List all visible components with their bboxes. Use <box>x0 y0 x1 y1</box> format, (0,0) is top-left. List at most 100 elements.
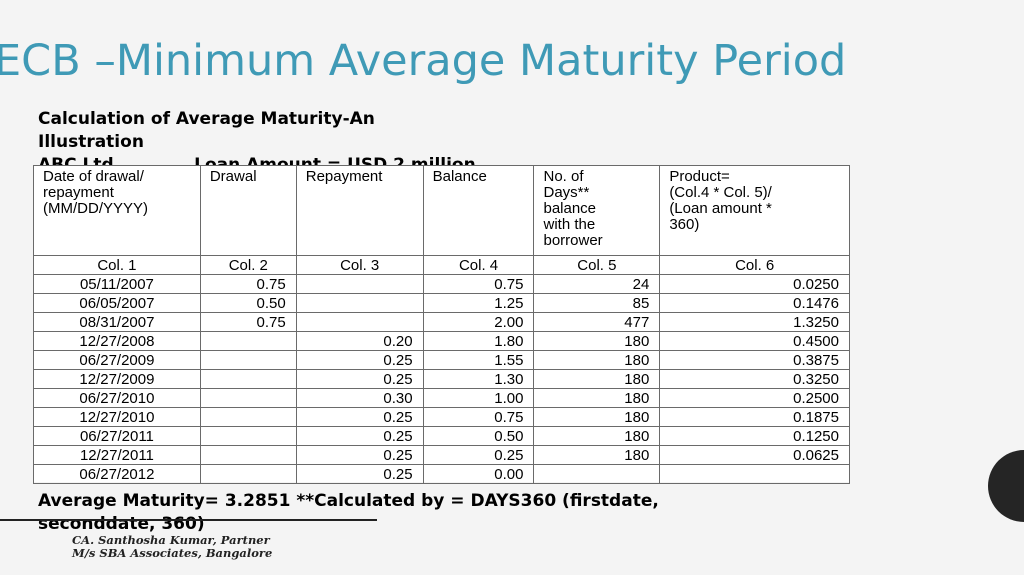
table-row: 12/27/2011 0.25 0.25 180 0.0625 <box>33 445 850 465</box>
table-cell: 05/11/2007 <box>33 274 201 294</box>
table-cell: 0.20 <box>295 331 424 351</box>
footer-divider <box>0 519 377 521</box>
table-cell: 24 <box>533 274 661 294</box>
table-cell: 2.00 <box>422 312 535 332</box>
table-row: 06/05/2007 0.50 1.25 85 0.1476 <box>33 293 850 313</box>
table-row: 12/27/2009 0.25 1.30 180 0.3250 <box>33 369 850 389</box>
table-cell: 06/27/2009 <box>33 350 201 370</box>
table-cell <box>533 464 661 484</box>
table-cell: 0.25 <box>295 407 424 427</box>
table-row: 12/27/2010 0.25 0.75 180 0.1875 <box>33 407 850 427</box>
table-row: 06/27/2009 0.25 1.55 180 0.3875 <box>33 350 850 370</box>
average-maturity-note: Average Maturity= 3.2851 **Calculated by… <box>38 491 659 534</box>
table-row: 06/27/2012 0.25 0.00 <box>33 464 850 484</box>
table-row: 12/27/2008 0.20 1.80 180 0.4500 <box>33 331 850 351</box>
table-cell: 0.3875 <box>659 350 850 370</box>
column-number: Col. 1 <box>33 255 201 275</box>
table-cell: 08/31/2007 <box>33 312 201 332</box>
column-number-row: Col. 1 Col. 2 Col. 3 Col. 4 Col. 5 Col. 6 <box>33 255 850 275</box>
table-cell: 180 <box>533 426 661 446</box>
table-cell: 180 <box>533 445 661 465</box>
column-header: Date of drawal/ repayment (MM/DD/YYYY) <box>33 165 201 256</box>
table-cell: 06/27/2012 <box>33 464 201 484</box>
table-cell: 06/27/2010 <box>33 388 201 408</box>
table-row: 06/27/2010 0.30 1.00 180 0.2500 <box>33 388 850 408</box>
table-cell: 0.25 <box>295 464 424 484</box>
table-cell: 180 <box>533 350 661 370</box>
table-cell <box>199 445 297 465</box>
table-row: 05/11/2007 0.75 0.75 24 0.0250 <box>33 274 850 294</box>
table-cell: 0.1875 <box>659 407 850 427</box>
table-cell: 0.1476 <box>659 293 850 313</box>
column-header: Repayment <box>295 165 424 256</box>
table-cell <box>199 464 297 484</box>
credit-line-2: M/s SBA Associates, Bangalore <box>72 546 273 560</box>
table-cell <box>199 426 297 446</box>
decorative-circle <box>988 450 1024 522</box>
table-cell: 0.75 <box>199 312 297 332</box>
column-header: No. of Days** balance with the borrower <box>533 165 661 256</box>
table-cell: 180 <box>533 331 661 351</box>
table-cell: 0.75 <box>422 407 535 427</box>
table-cell <box>199 350 297 370</box>
table-cell: 0.25 <box>295 426 424 446</box>
column-header: Balance <box>422 165 535 256</box>
table-cell: 0.25 <box>295 350 424 370</box>
table-cell: 06/27/2011 <box>33 426 201 446</box>
column-number: Col. 6 <box>659 255 850 275</box>
subheading-line-2: Illustration <box>38 132 144 152</box>
table-cell: 0.75 <box>199 274 297 294</box>
table-cell: 180 <box>533 388 661 408</box>
table-cell: 0.4500 <box>659 331 850 351</box>
table-cell: 1.30 <box>422 369 535 389</box>
column-header: Product= (Col.4 * Col. 5)/ (Loan amount … <box>659 165 850 256</box>
table-cell <box>659 464 850 484</box>
table-cell: 1.55 <box>422 350 535 370</box>
column-number: Col. 2 <box>199 255 297 275</box>
maturity-table: Date of drawal/ repayment (MM/DD/YYYY) Dr… <box>33 165 850 484</box>
credit-line-1: CA. Santhosha Kumar, Partner <box>72 533 270 547</box>
subheading-line-1: Calculation of Average Maturity-An <box>38 109 375 129</box>
table-cell: 180 <box>533 369 661 389</box>
table-cell: 0.1250 <box>659 426 850 446</box>
table-cell: 1.80 <box>422 331 535 351</box>
table-cell: 0.50 <box>422 426 535 446</box>
table-cell <box>295 293 424 313</box>
table-cell: 0.25 <box>295 369 424 389</box>
slide-title: ECB –Minimum Average Maturity Period <box>0 36 847 86</box>
table-cell: 0.2500 <box>659 388 850 408</box>
table-cell <box>199 407 297 427</box>
table-cell: 12/27/2008 <box>33 331 201 351</box>
table-cell: 477 <box>533 312 661 332</box>
table-cell <box>199 388 297 408</box>
table-cell: 1.00 <box>422 388 535 408</box>
table-cell: 0.25 <box>422 445 535 465</box>
table-cell <box>199 369 297 389</box>
header-row: Date of drawal/ repayment (MM/DD/YYYY) Dr… <box>33 165 850 256</box>
table-cell: 180 <box>533 407 661 427</box>
table-row: 08/31/2007 0.75 2.00 477 1.3250 <box>33 312 850 332</box>
table-cell: 12/27/2009 <box>33 369 201 389</box>
column-header: Drawal <box>199 165 297 256</box>
table-cell: 0.25 <box>295 445 424 465</box>
table-cell <box>295 274 424 294</box>
column-number: Col. 4 <box>422 255 535 275</box>
table-cell: 0.75 <box>422 274 535 294</box>
author-credit: CA. Santhosha Kumar, Partner M/s SBA Ass… <box>72 534 272 560</box>
table-cell: 0.0625 <box>659 445 850 465</box>
table-cell: 0.50 <box>199 293 297 313</box>
table-cell: 12/27/2011 <box>33 445 201 465</box>
table-row: 06/27/2011 0.25 0.50 180 0.1250 <box>33 426 850 446</box>
table-cell: 85 <box>533 293 661 313</box>
table-cell: 0.0250 <box>659 274 850 294</box>
table-cell: 1.3250 <box>659 312 850 332</box>
table-cell: 0.00 <box>422 464 535 484</box>
table-cell: 0.3250 <box>659 369 850 389</box>
table-cell: 1.25 <box>422 293 535 313</box>
table-cell: 12/27/2010 <box>33 407 201 427</box>
table-cell <box>199 331 297 351</box>
table-cell: 06/05/2007 <box>33 293 201 313</box>
table-cell: 0.30 <box>295 388 424 408</box>
maturity-table-image: Date of drawal/ repayment (MM/DD/YYYY) Dr… <box>33 165 850 484</box>
column-number: Col. 5 <box>533 255 661 275</box>
